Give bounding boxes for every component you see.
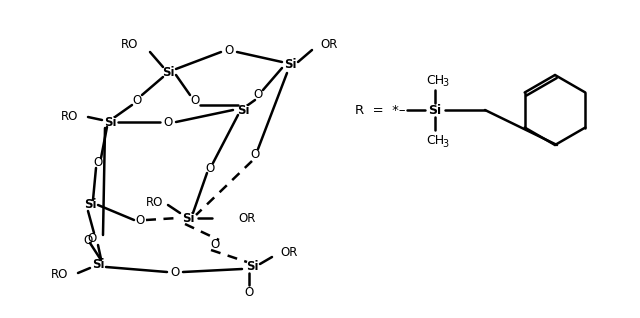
Text: O: O — [163, 115, 173, 128]
Text: OR: OR — [280, 246, 298, 259]
Text: RO: RO — [120, 38, 138, 51]
Text: RO: RO — [61, 110, 78, 123]
Text: Si: Si — [284, 59, 296, 72]
Text: O: O — [253, 88, 262, 101]
Text: O: O — [211, 238, 220, 252]
Text: O: O — [205, 162, 214, 175]
Text: O: O — [170, 266, 180, 279]
Text: O: O — [225, 44, 234, 57]
Text: O: O — [88, 232, 97, 245]
Text: OR: OR — [320, 38, 337, 52]
Text: R  =  *–: R = *– — [355, 103, 405, 116]
Text: RO: RO — [146, 197, 163, 210]
Text: 3: 3 — [442, 78, 448, 88]
Text: O: O — [136, 213, 145, 226]
Text: Si: Si — [162, 66, 174, 79]
Text: O: O — [244, 286, 253, 299]
Text: Si: Si — [92, 259, 104, 272]
Text: Si: Si — [84, 198, 96, 211]
Text: Si: Si — [246, 260, 259, 273]
Text: CH: CH — [426, 73, 444, 86]
Text: O: O — [83, 233, 93, 246]
Text: Si: Si — [428, 103, 442, 116]
Text: OR: OR — [238, 211, 255, 225]
Text: CH: CH — [426, 135, 444, 148]
Text: Si: Si — [237, 103, 249, 116]
Text: Si: Si — [104, 115, 116, 128]
Text: O: O — [250, 149, 260, 162]
Text: O: O — [132, 93, 141, 107]
Text: O: O — [93, 156, 102, 169]
Text: O: O — [190, 93, 200, 107]
Text: Si: Si — [182, 211, 195, 225]
Text: 3: 3 — [442, 139, 448, 149]
Text: RO: RO — [51, 268, 68, 281]
